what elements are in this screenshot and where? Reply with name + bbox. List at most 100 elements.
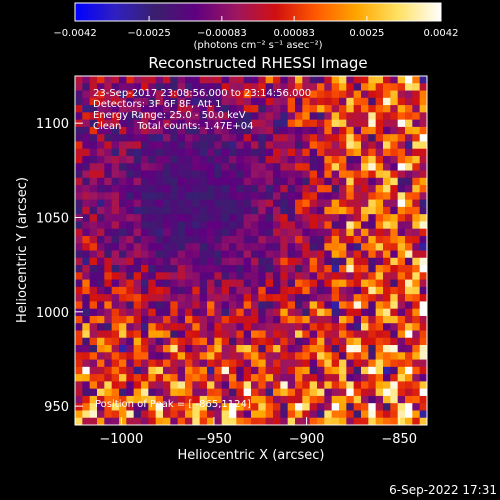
heatmap-cell <box>346 265 355 273</box>
heatmap-cell <box>317 199 325 208</box>
heatmap-cell <box>331 410 340 419</box>
heatmap-cell <box>229 410 237 419</box>
heatmap-cell <box>119 272 127 280</box>
heatmap-cell <box>361 206 369 215</box>
heatmap-cell <box>324 323 333 331</box>
heatmap-cell <box>265 395 274 404</box>
heatmap-cell <box>273 97 281 106</box>
heatmap-cell <box>163 112 171 121</box>
heatmap-cell <box>192 83 201 91</box>
heatmap-cell <box>397 352 406 360</box>
heatmap-cell <box>221 308 230 317</box>
heatmap-cell <box>89 170 98 179</box>
heatmap-cell <box>397 381 406 390</box>
heatmap-cell <box>111 323 120 331</box>
heatmap-cell <box>185 119 193 128</box>
heatmap-cell <box>317 192 325 200</box>
heatmap-cell <box>192 294 201 302</box>
heatmap-cell <box>199 403 208 411</box>
heatmap-cell <box>258 105 267 113</box>
heatmap-cell <box>82 301 91 310</box>
heatmap-cell <box>82 141 91 150</box>
heatmap-cell <box>155 265 164 273</box>
heatmap-cell <box>155 381 164 390</box>
heatmap-cell <box>89 221 98 230</box>
heatmap-cell <box>170 126 179 135</box>
heatmap-cell <box>405 148 413 157</box>
heatmap-cell <box>75 374 83 382</box>
heatmap-cell <box>331 403 340 411</box>
heatmap-cell <box>111 76 120 84</box>
heatmap-cell <box>361 228 369 237</box>
heatmap-cell <box>405 403 413 411</box>
heatmap-cell <box>361 337 369 346</box>
heatmap-cell <box>331 185 340 193</box>
heatmap-cell <box>390 403 399 411</box>
heatmap-cell <box>141 83 149 91</box>
heatmap-cell <box>170 155 179 164</box>
heatmap-cell <box>317 315 325 324</box>
heatmap-cell <box>412 170 421 179</box>
heatmap-cell <box>251 90 259 99</box>
heatmap-cell <box>170 206 179 215</box>
heatmap-cell <box>104 359 113 368</box>
heatmap-cell <box>258 83 267 91</box>
heatmap-cell <box>199 155 208 164</box>
heatmap-cell <box>119 395 127 404</box>
heatmap-cell <box>353 177 362 186</box>
heatmap-cell <box>397 272 406 280</box>
heatmap-cell <box>75 286 83 295</box>
heatmap-cell <box>273 265 281 273</box>
heatmap-cell <box>185 243 193 251</box>
heatmap-cell <box>295 250 303 259</box>
heatmap-cell <box>258 279 267 288</box>
heatmap-cell <box>111 265 120 273</box>
heatmap-cell <box>273 105 281 113</box>
heatmap-cell <box>199 235 208 244</box>
heatmap-cell <box>383 112 391 121</box>
heatmap-cell <box>309 294 318 302</box>
heatmap-cell <box>309 221 318 230</box>
heatmap-cell <box>75 308 83 317</box>
heatmap-cell <box>317 359 325 368</box>
heatmap-cell <box>89 155 98 164</box>
heatmap-cell <box>170 410 179 419</box>
heatmap-cell <box>339 381 347 390</box>
heatmap-cell <box>82 286 91 295</box>
heatmap-cell <box>155 250 164 259</box>
heatmap-cell <box>390 330 399 339</box>
heatmap-cell <box>397 294 406 302</box>
heatmap-cell <box>265 250 274 259</box>
heatmap-cell <box>104 374 113 382</box>
heatmap-cell <box>185 228 193 237</box>
heatmap-cell <box>111 301 120 310</box>
heatmap-cell <box>375 199 384 208</box>
heatmap-cell <box>119 337 127 346</box>
heatmap-cell <box>265 199 274 208</box>
heatmap-cell <box>251 134 259 142</box>
heatmap-cell <box>75 257 83 266</box>
heatmap-cell <box>119 119 127 128</box>
heatmap-cell <box>192 76 201 84</box>
heatmap-cell <box>346 286 355 295</box>
heatmap-cell <box>104 177 113 186</box>
heatmap-cell <box>97 403 105 411</box>
heatmap-cell <box>185 374 193 382</box>
heatmap-cell <box>141 330 149 339</box>
heatmap-cell <box>207 286 215 295</box>
heatmap-cell <box>309 366 318 375</box>
heatmap-cell <box>302 403 311 411</box>
heatmap-cell <box>163 286 171 295</box>
heatmap-cell <box>309 134 318 142</box>
heatmap-cell <box>280 206 289 215</box>
heatmap-cell <box>295 148 303 157</box>
heatmap-cell <box>375 105 384 113</box>
heatmap-cell <box>251 185 259 193</box>
heatmap-cell <box>163 228 171 237</box>
heatmap-cell <box>119 294 127 302</box>
heatmap-cell <box>368 76 377 84</box>
heatmap-cell <box>280 221 289 230</box>
heatmap-cell <box>199 388 208 397</box>
heatmap-cell <box>309 112 318 121</box>
heatmap-cell <box>207 403 215 411</box>
